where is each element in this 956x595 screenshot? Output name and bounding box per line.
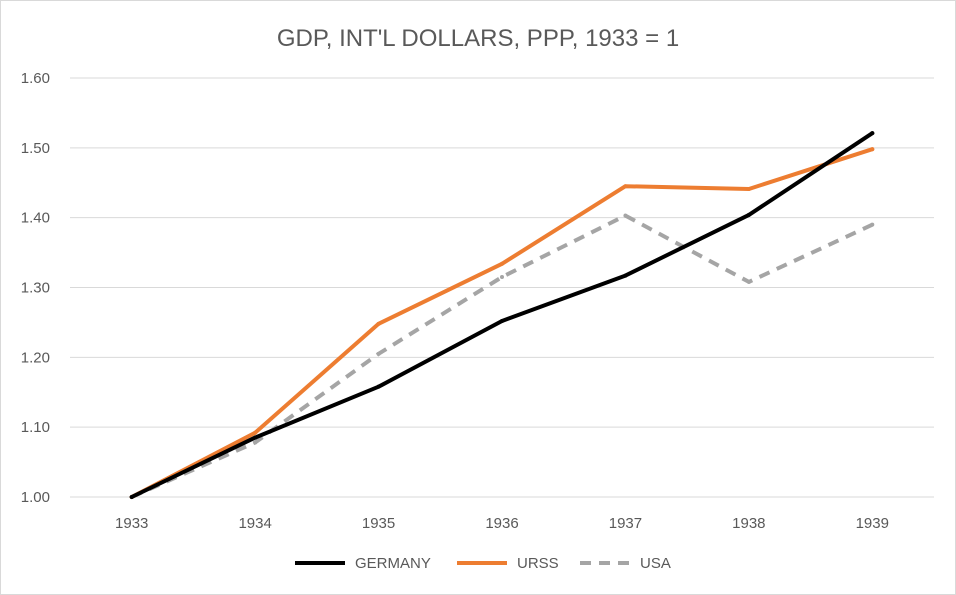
x-tick-label: 1937 — [609, 515, 642, 532]
legend-label-usa: USA — [640, 555, 671, 572]
legend-label-germany: GERMANY — [355, 555, 431, 572]
data-point-usa — [500, 275, 504, 280]
data-point-urss — [253, 430, 258, 435]
y-tick-label: 1.50 — [21, 140, 50, 157]
data-point-usa — [870, 222, 875, 227]
x-tick-label: 1933 — [115, 515, 148, 532]
data-point-urss — [746, 187, 751, 192]
data-point-usa — [746, 279, 751, 284]
chart-title: GDP, INT'L DOLLARS, PPP, 1933 = 1 — [277, 25, 679, 52]
data-point-usa — [376, 351, 381, 356]
data-point-germany — [623, 273, 628, 278]
data-point-germany — [746, 212, 751, 217]
legend-label-urss: URSS — [517, 555, 559, 572]
data-point-germany — [500, 319, 504, 324]
data-point-germany — [129, 495, 134, 499]
data-point-urss — [500, 261, 504, 266]
legend: GERMANY URSS USA — [295, 555, 671, 572]
data-point-germany — [253, 435, 258, 440]
y-tick-label: 1.30 — [21, 280, 50, 297]
series-line-germany — [129, 131, 875, 499]
data-point-urss — [870, 147, 875, 152]
x-axis-ticks: 1933 1934 1935 1936 1937 1938 1939 — [115, 515, 889, 532]
series-lines — [129, 131, 875, 499]
x-tick-label: 1938 — [732, 515, 765, 532]
data-point-usa — [623, 213, 628, 218]
y-tick-label: 1.60 — [21, 70, 50, 87]
data-point-germany — [376, 384, 381, 389]
data-point-germany — [870, 131, 875, 136]
data-point-urss — [376, 321, 381, 326]
x-tick-label: 1934 — [238, 515, 271, 532]
data-point-urss — [623, 184, 628, 189]
y-tick-label: 1.20 — [21, 349, 50, 366]
y-tick-label: 1.00 — [21, 489, 50, 506]
x-tick-label: 1936 — [485, 515, 518, 532]
x-tick-label: 1935 — [362, 515, 395, 532]
y-axis-ticks: 1.00 1.10 1.20 1.30 1.40 1.50 1.60 — [21, 70, 50, 506]
data-point-usa — [253, 440, 258, 445]
y-tick-label: 1.40 — [21, 210, 50, 227]
gridlines — [70, 77, 934, 498]
y-tick-label: 1.10 — [21, 419, 50, 436]
x-tick-label: 1939 — [856, 515, 889, 532]
series-line-usa — [130, 213, 874, 499]
